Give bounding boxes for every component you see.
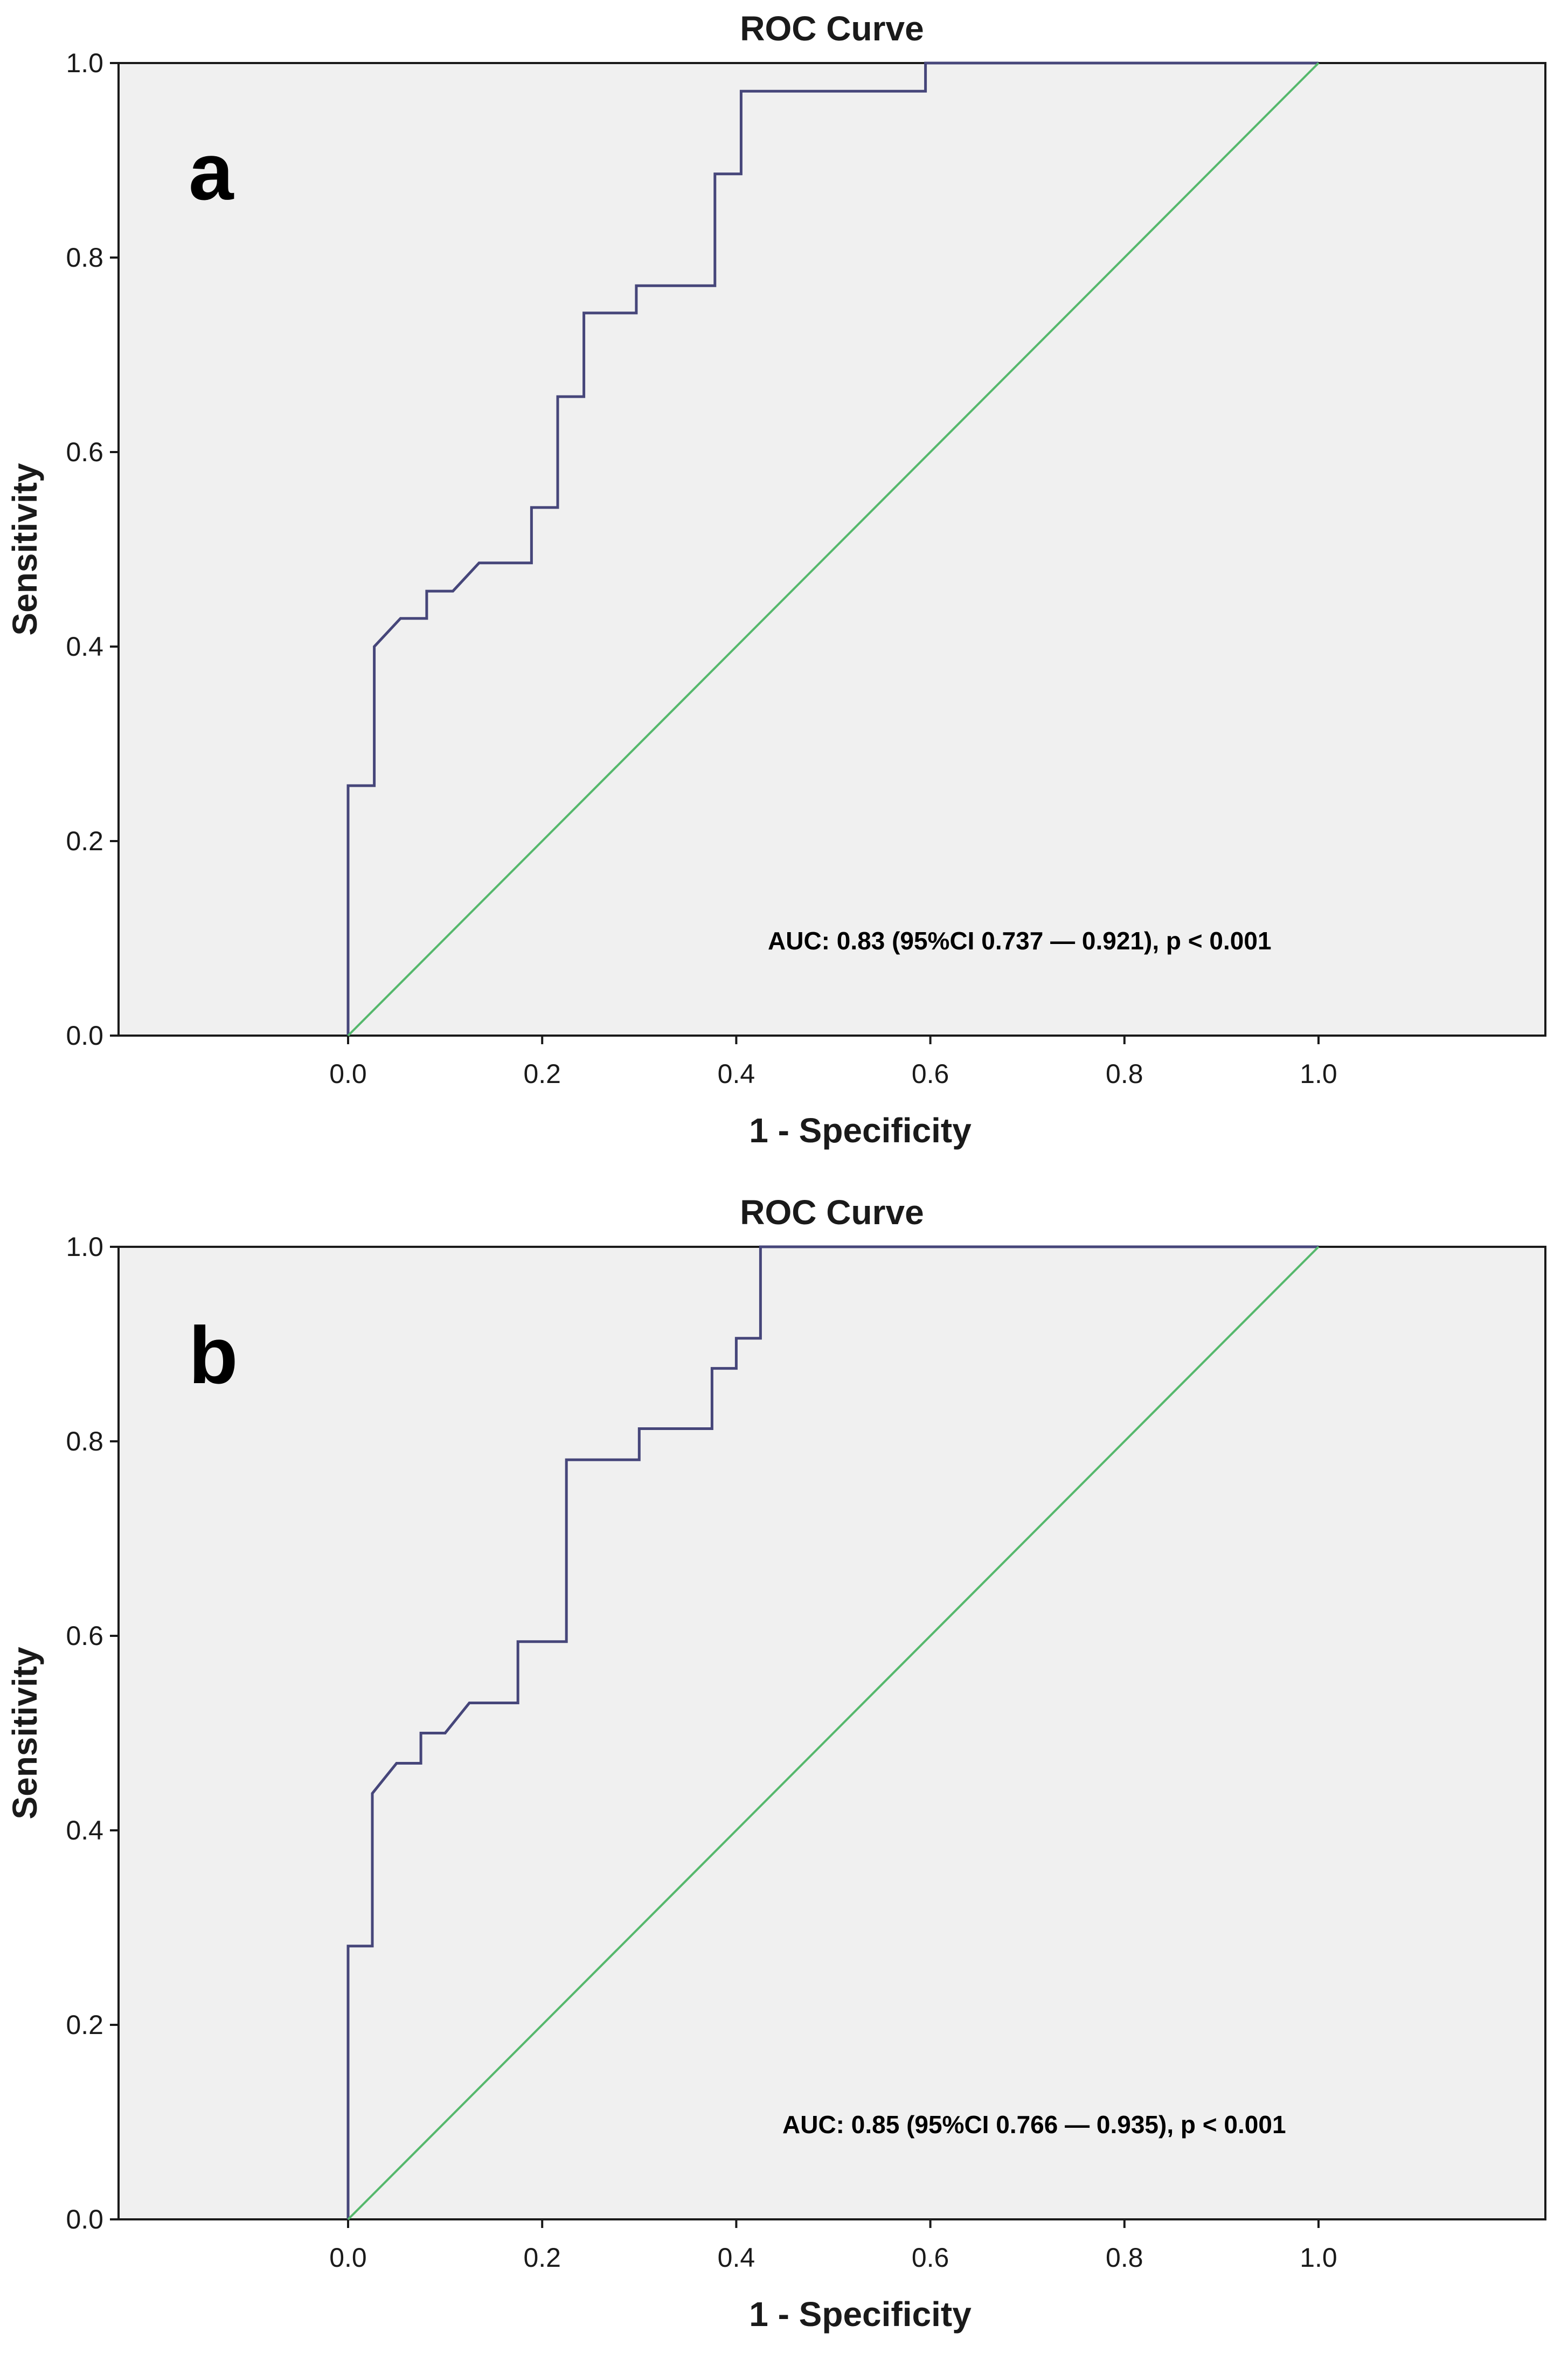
roc-chart-b-svg: ROC Curve b 0.0 0.2 0.4 0.6 0.8 1.0 0.0 0.2 0.4 0.6… — [5, 1193, 1546, 2334]
panel-label: b — [189, 1310, 238, 1400]
y-tick-label: 0.0 — [66, 1021, 103, 1051]
x-axis-title: 1 - Specificity — [749, 1111, 972, 1150]
x-tick-label: 0.8 — [1106, 2243, 1143, 2273]
x-tick-label: 0.4 — [718, 1059, 755, 1089]
x-tick-label: 0.2 — [523, 2243, 561, 2273]
y-tick-label: 1.0 — [66, 48, 103, 78]
x-tick-label: 0.6 — [912, 1059, 949, 1089]
y-tick-label: 0.6 — [66, 1621, 103, 1651]
roc-chart-panel-b: ROC Curve b 0.0 0.2 0.4 0.6 0.8 1.0 0.0 0.2 0.4 0.6… — [0, 1184, 1568, 2367]
reference-diagonal-line — [347, 62, 1320, 1037]
reference-diagonal-line — [347, 1246, 1320, 2220]
y-tick-label: 1.0 — [66, 1232, 103, 1262]
y-tick-label: 0.4 — [66, 631, 103, 662]
auc-annotation: AUC: 0.85 (95%CI 0.766 — 0.935), p < 0.0… — [782, 2111, 1286, 2139]
roc-curve-line — [346, 61, 1319, 1036]
y-tick-label: 0.8 — [66, 242, 103, 273]
auc-annotation: AUC: 0.83 (95%CI 0.737 — 0.921), p < 0.0… — [768, 927, 1272, 955]
x-tick-label: 0.0 — [329, 1059, 367, 1089]
x-tick-label: 1.0 — [1300, 1059, 1337, 1089]
roc-chart-panel-a: ROC Curve a 0.0 0.2 0.4 0.6 0.8 1.0 0.0 0.2 0.4 0.6… — [0, 0, 1568, 1183]
y-axis-title: Sensitivity — [5, 1647, 44, 1820]
y-tick-label: 0.2 — [66, 826, 103, 856]
x-tick-label: 0.0 — [329, 2243, 367, 2273]
y-tick-label: 0.6 — [66, 437, 103, 467]
x-tick-label: 0.4 — [718, 2243, 755, 2273]
roc-chart-a-svg: ROC Curve a 0.0 0.2 0.4 0.6 0.8 1.0 0.0 0.2 0.4 0.6… — [5, 9, 1546, 1150]
x-tick-label: 1.0 — [1300, 2243, 1337, 2273]
x-tick-label: 0.2 — [523, 1059, 561, 1089]
chart-title: ROC Curve — [740, 9, 924, 48]
y-tick-label: 0.0 — [66, 2204, 103, 2234]
x-tick-label: 0.6 — [912, 2243, 949, 2273]
y-tick-label: 0.8 — [66, 1426, 103, 1456]
y-axis-title: Sensitivity — [5, 463, 44, 636]
roc-curve-line — [346, 1245, 1319, 2219]
chart-title: ROC Curve — [740, 1193, 924, 1232]
y-tick-label: 0.4 — [66, 1815, 103, 1845]
x-axis-title: 1 - Specificity — [749, 2295, 972, 2334]
x-tick-label: 0.8 — [1106, 1059, 1143, 1089]
y-tick-label: 0.2 — [66, 2010, 103, 2040]
panel-label: a — [189, 126, 234, 217]
